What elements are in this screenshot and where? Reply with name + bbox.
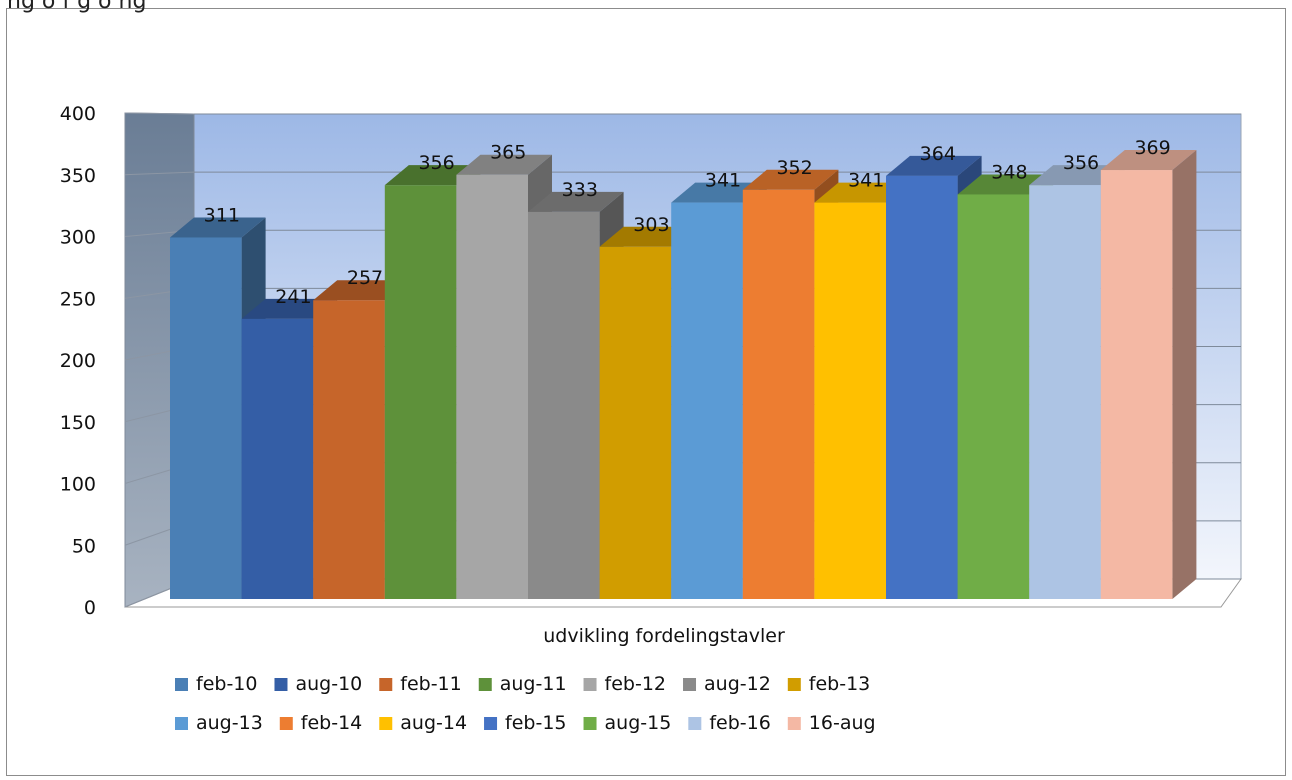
legend-item-16-aug: 16-aug [787, 712, 876, 734]
bar-top [528, 191, 624, 212]
legend-swatch [175, 678, 188, 691]
bar-front [384, 185, 457, 599]
legend-item-aug-13: aug-13 [175, 712, 263, 734]
legend-label: aug-13 [196, 712, 263, 734]
cropped-heading-text: ng o f g o ng [7, 0, 147, 14]
bar-front [599, 246, 672, 599]
legend-label: feb-14 [301, 712, 362, 734]
bar-front [313, 300, 385, 599]
legend-swatch [274, 678, 288, 691]
legend-label: aug-12 [704, 673, 771, 695]
data-label: 341 [705, 170, 741, 192]
data-label: 365 [490, 142, 526, 164]
legend-item-feb-11: feb-11 [379, 673, 462, 695]
data-label: 341 [848, 170, 884, 192]
y-tick-label: 0 [84, 597, 96, 619]
legend-item-feb-16: feb-16 [688, 712, 771, 734]
legend-label: aug-10 [295, 673, 362, 695]
legend-item-aug-11: aug-11 [478, 673, 567, 695]
gridline-side [124, 171, 195, 176]
x-category-label: udvikling fordelingstavler [543, 625, 785, 647]
bar-side [1172, 150, 1197, 599]
y-tick-label: 250 [60, 288, 96, 310]
y-tick-label: 200 [60, 350, 96, 372]
legend-swatch [279, 717, 293, 730]
bar-front [957, 194, 1030, 599]
legend-label: feb-16 [709, 712, 770, 734]
bar-top [742, 169, 839, 190]
y-tick-label: 100 [60, 474, 96, 496]
legend-label: aug-15 [605, 712, 672, 734]
y-tick-label: 300 [60, 227, 96, 249]
legend-item-aug-15: aug-15 [583, 712, 672, 734]
legend-label: feb-12 [605, 673, 666, 695]
y-tick-label: 400 [60, 103, 96, 125]
data-label: 333 [562, 179, 598, 201]
y-axis-ticks: 0 50 100 150 200 250 300 350 400 [60, 103, 96, 619]
y-tick-label: 350 [60, 165, 96, 187]
legend-swatch [379, 717, 393, 730]
legend-label: 16-aug [809, 712, 876, 734]
bar-front [814, 202, 886, 599]
data-label: 311 [204, 204, 240, 226]
bar-16-aug [1100, 150, 1197, 599]
bar-front [241, 318, 314, 599]
data-label: 352 [776, 157, 812, 179]
legend-label: feb-10 [196, 673, 257, 695]
legend-label: aug-14 [400, 712, 467, 734]
bar-front [742, 189, 815, 600]
legend-swatch [379, 678, 393, 691]
data-label: 369 [1134, 137, 1170, 159]
legend-swatch [583, 678, 597, 691]
data-label: 303 [633, 214, 669, 236]
data-label: 356 [418, 152, 454, 174]
data-label: 348 [991, 161, 1027, 183]
bar-front [170, 237, 242, 599]
bar-top [886, 155, 982, 176]
legend-swatch [484, 717, 498, 730]
legend-item-feb-15: feb-15 [484, 712, 567, 734]
bar-front [528, 211, 600, 599]
y-tick-label: 150 [60, 412, 96, 434]
legend-swatch [688, 717, 702, 730]
legend-item-aug-12: aug-12 [683, 673, 771, 695]
legend-label: feb-15 [505, 712, 566, 734]
bars [170, 150, 1197, 600]
bar-front [886, 175, 958, 599]
legend-swatch [478, 678, 492, 691]
bar-front [1029, 185, 1101, 599]
legend-swatch [175, 717, 188, 730]
data-label: 356 [1063, 152, 1099, 174]
x-axis-labels: udvikling fordelingstavler [543, 625, 785, 647]
bar-top [170, 217, 266, 238]
bar-front [1100, 170, 1173, 599]
data-label: 241 [275, 286, 311, 308]
legend-item-feb-14: feb-14 [279, 712, 362, 734]
bar-top [1100, 150, 1197, 171]
legend-item-feb-12: feb-12 [583, 673, 666, 695]
bar-front [671, 202, 743, 599]
data-label: 257 [347, 267, 383, 289]
y-tick-label: 50 [72, 535, 96, 557]
gridline-side [124, 112, 195, 115]
legend: feb-10 aug-10 feb-11 aug-11 feb-12 aug-12 feb-… [175, 673, 876, 734]
legend-item-feb-10: feb-10 [175, 673, 257, 695]
legend-label: feb-11 [400, 673, 461, 695]
legend-swatch [787, 678, 801, 691]
legend-swatch [683, 678, 697, 691]
legend-item-aug-10: aug-10 [274, 673, 362, 695]
legend-item-aug-14: aug-14 [379, 712, 467, 734]
legend-swatch [787, 717, 801, 730]
bar-front [456, 174, 528, 599]
bar-top [456, 154, 552, 175]
legend-item-feb-13: feb-13 [787, 673, 870, 695]
legend-label: feb-13 [809, 673, 870, 695]
legend-label: aug-11 [500, 673, 567, 695]
data-label: 364 [920, 143, 956, 165]
data-labels: 311 241 257 356 365 333 303 341 352 341 364 348 356 3… [204, 137, 1171, 308]
legend-swatch [583, 717, 597, 730]
